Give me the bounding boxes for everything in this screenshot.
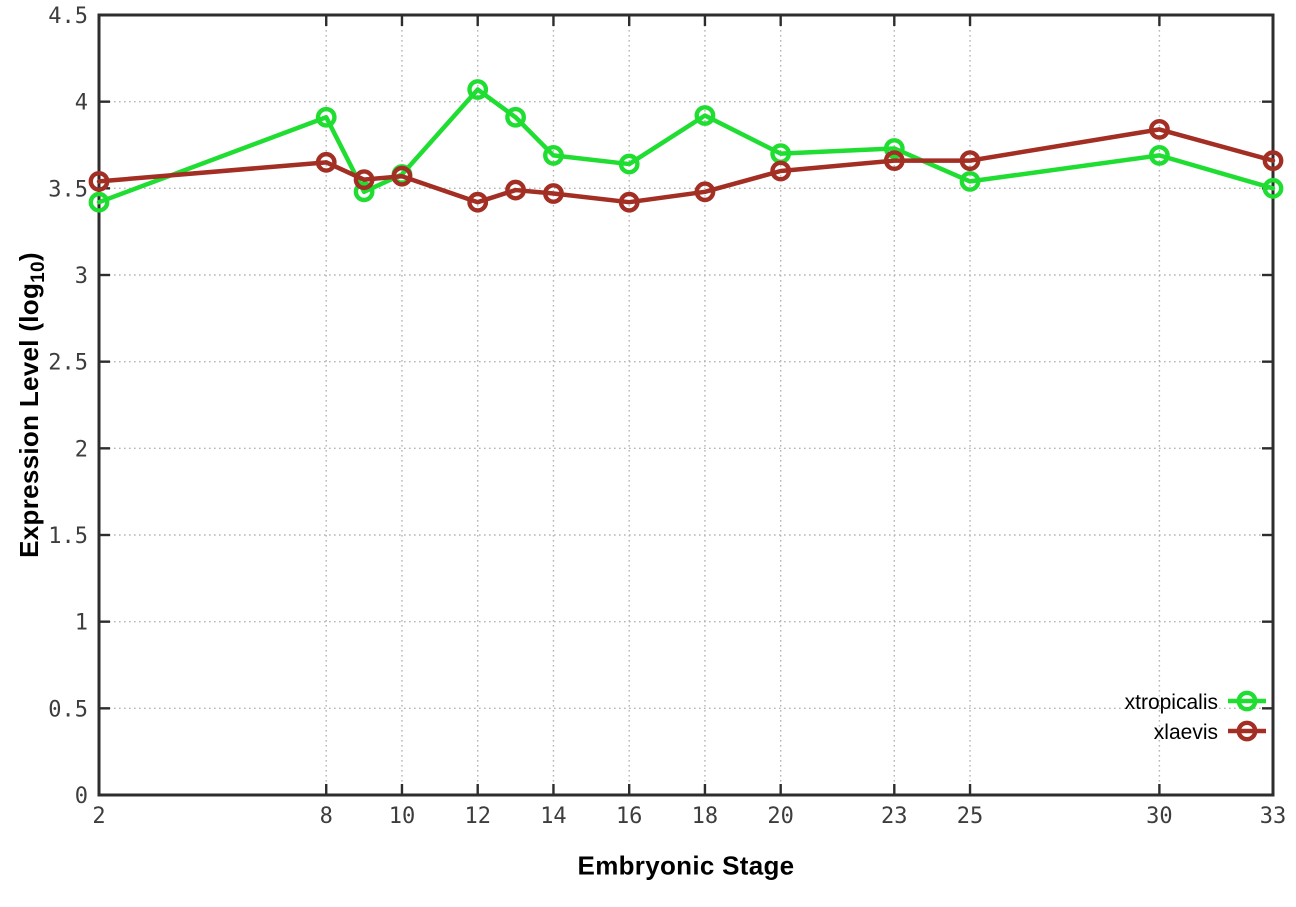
marker-xlaevis: [543, 183, 564, 204]
y-tick-label: 2.5: [48, 351, 88, 376]
marker-xtropicalis: [467, 79, 489, 100]
x-tick-label: 12: [464, 804, 491, 829]
y-axis-title: Expression Level (log10): [14, 252, 50, 558]
marker-xlaevis: [391, 165, 413, 187]
x-tick-label: 10: [389, 804, 416, 829]
marker-xtropicalis: [618, 153, 640, 175]
marker-xtropicalis: [1148, 144, 1170, 166]
marker-xtropicalis: [315, 106, 337, 128]
marker-xlaevis: [1148, 118, 1170, 140]
legend-label-xlaevis: xlaevis: [1154, 721, 1218, 744]
y-tick-label: 3.5: [48, 177, 88, 202]
y-axis-title-subscript: 10: [28, 261, 49, 283]
marker-xtropicalis: [88, 191, 110, 213]
legend-label-xtropicalis: xtropicalis: [1125, 691, 1218, 714]
y-tick-label: 0: [75, 784, 88, 809]
x-tick-label: 8: [320, 804, 333, 829]
marker-xtropicalis: [883, 138, 905, 159]
marker-xtropicalis: [543, 144, 564, 166]
marker-xlaevis: [315, 151, 337, 173]
marker-xtropicalis: [505, 106, 526, 128]
marker-xtropicalis: [694, 105, 716, 126]
y-tick-label: 2: [75, 437, 88, 462]
marker-xlaevis: [467, 191, 489, 213]
legend-sample-marker-xlaevis: [1236, 720, 1258, 742]
y-tick-label: 4.5: [48, 4, 88, 29]
marker-xlaevis: [618, 191, 640, 213]
y-tick-label: 4: [75, 91, 88, 116]
x-tick-label: 25: [957, 804, 984, 829]
marker-xlaevis: [88, 170, 110, 192]
legend-sample-marker-xtropicalis: [1236, 690, 1258, 712]
plot-border: [97, 13, 1275, 797]
x-tick-label: 33: [1260, 804, 1287, 829]
marker-xlaevis: [770, 160, 792, 182]
x-tick-label: 20: [767, 804, 794, 829]
y-tick-label: 1: [75, 611, 88, 636]
x-tick-label: 16: [616, 804, 643, 829]
x-tick-label: 30: [1146, 804, 1173, 829]
marker-xtropicalis: [1262, 177, 1284, 199]
x-axis-title: Embryonic Stage: [577, 850, 795, 881]
y-tick-label: 0.5: [48, 697, 88, 722]
marker-xtropicalis: [353, 181, 375, 203]
marker-xlaevis: [883, 150, 905, 172]
series-line-xtropicalis: [96, 87, 1276, 205]
marker-xlaevis: [959, 150, 981, 172]
marker-xlaevis: [694, 181, 716, 203]
marker-xlaevis: [353, 169, 375, 191]
marker-xlaevis: [1262, 150, 1284, 172]
y-axis-title-text: Expression Level (log: [14, 282, 44, 558]
x-tick-label: 2: [92, 804, 105, 829]
x-tick-label: 18: [692, 804, 719, 829]
x-tick-label: 14: [540, 804, 567, 829]
y-tick-label: 3: [75, 264, 88, 289]
marker-xlaevis: [505, 179, 526, 201]
marker-xtropicalis: [959, 170, 981, 192]
y-axis-title-suffix: ): [14, 252, 44, 262]
x-tick-label: 23: [881, 804, 908, 829]
y-tick-label: 1.5: [48, 524, 88, 549]
